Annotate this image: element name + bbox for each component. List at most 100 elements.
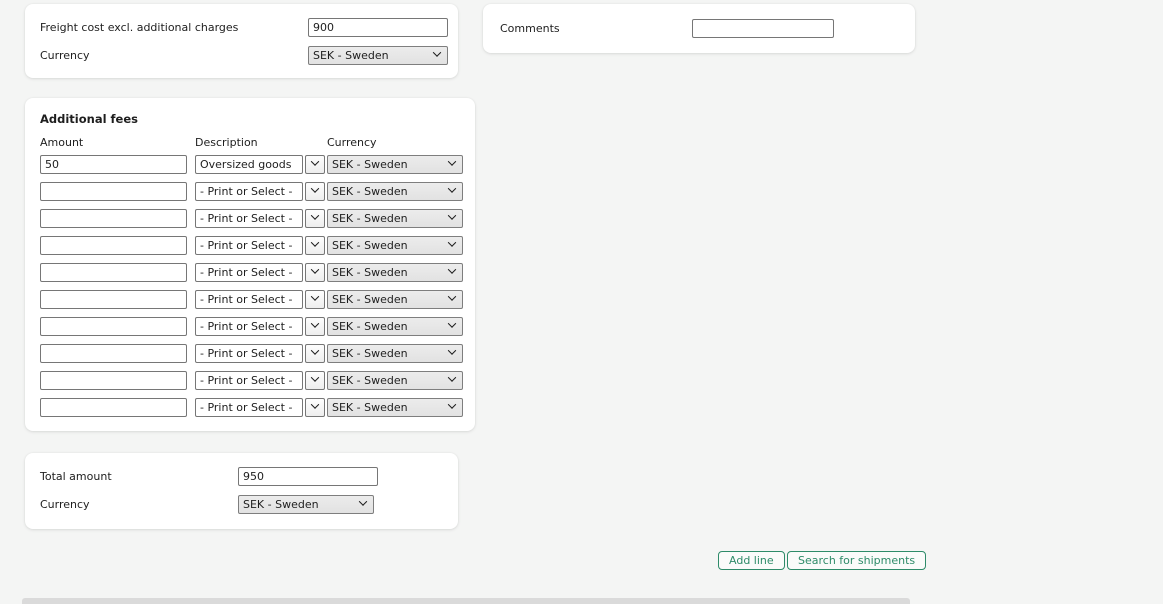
fee-description-dropdown-button[interactable] bbox=[305, 290, 325, 309]
chevron-down-icon bbox=[447, 211, 457, 220]
fee-row: SEK - Sweden bbox=[40, 290, 465, 309]
fee-description-dropdown-button[interactable] bbox=[305, 371, 325, 390]
fee-amount-input[interactable] bbox=[40, 344, 187, 363]
bottom-divider-bar bbox=[22, 598, 910, 604]
chevron-down-icon bbox=[447, 292, 457, 301]
freight-cost-label: Freight cost excl. additional charges bbox=[40, 21, 239, 34]
fees-rows: SEK - Sweden SEK - Sweden SEK - Sweden bbox=[40, 155, 465, 417]
chevron-down-icon bbox=[310, 157, 320, 166]
fee-currency-select[interactable]: SEK - Sweden bbox=[327, 317, 463, 336]
fee-row: SEK - Sweden bbox=[40, 371, 465, 390]
chevron-down-icon bbox=[310, 346, 320, 355]
fee-currency-value: SEK - Sweden bbox=[332, 158, 408, 171]
comments-label: Comments bbox=[500, 22, 560, 35]
fee-description-dropdown-button[interactable] bbox=[305, 155, 325, 174]
currency-column-header: Currency bbox=[327, 136, 377, 149]
fee-currency-value: SEK - Sweden bbox=[332, 266, 408, 279]
comments-input[interactable] bbox=[692, 19, 834, 38]
fee-currency-select[interactable]: SEK - Sweden bbox=[327, 182, 463, 201]
fee-amount-input[interactable] bbox=[40, 371, 187, 390]
fee-description-dropdown-button[interactable] bbox=[305, 263, 325, 282]
fee-amount-input[interactable] bbox=[40, 290, 187, 309]
fee-currency-value: SEK - Sweden bbox=[332, 212, 408, 225]
fee-currency-select[interactable]: SEK - Sweden bbox=[327, 344, 463, 363]
total-currency-select[interactable]: SEK - Sweden bbox=[238, 495, 374, 514]
additional-fees-title: Additional fees bbox=[40, 112, 138, 126]
fee-currency-select[interactable]: SEK - Sweden bbox=[327, 398, 463, 417]
total-amount-card: Total amount Currency SEK - Sweden bbox=[25, 453, 458, 529]
total-currency-value: SEK - Sweden bbox=[243, 498, 319, 511]
fee-currency-value: SEK - Sweden bbox=[332, 185, 408, 198]
fee-description-combobox-input[interactable] bbox=[195, 209, 303, 228]
freight-currency-select[interactable]: SEK - Sweden bbox=[308, 46, 448, 65]
chevron-down-icon bbox=[447, 400, 457, 409]
fee-row: SEK - Sweden bbox=[40, 317, 465, 336]
chevron-down-icon bbox=[310, 211, 320, 220]
fee-description-dropdown-button[interactable] bbox=[305, 344, 325, 363]
chevron-down-icon bbox=[447, 157, 457, 166]
chevron-down-icon bbox=[310, 238, 320, 247]
fee-description-combobox-input[interactable] bbox=[195, 236, 303, 255]
freight-currency-label: Currency bbox=[40, 49, 90, 62]
fee-currency-value: SEK - Sweden bbox=[332, 401, 408, 414]
freight-cost-input[interactable] bbox=[308, 18, 448, 37]
fee-description-combobox-input[interactable] bbox=[195, 371, 303, 390]
amount-column-header: Amount bbox=[40, 136, 84, 149]
fee-description-dropdown-button[interactable] bbox=[305, 236, 325, 255]
fee-currency-select[interactable]: SEK - Sweden bbox=[327, 155, 463, 174]
total-amount-input[interactable] bbox=[238, 467, 378, 486]
fees-column-headers: Amount Description Currency bbox=[40, 136, 465, 149]
fee-description-combobox-input[interactable] bbox=[195, 263, 303, 282]
fee-row: SEK - Sweden bbox=[40, 236, 465, 255]
chevron-down-icon bbox=[447, 265, 457, 274]
fee-description-combobox-input[interactable] bbox=[195, 182, 303, 201]
comments-card: Comments bbox=[483, 4, 915, 53]
fee-amount-input[interactable] bbox=[40, 398, 187, 417]
total-amount-label: Total amount bbox=[40, 470, 112, 483]
freight-cost-card: Freight cost excl. additional charges Cu… bbox=[25, 4, 458, 78]
fee-currency-value: SEK - Sweden bbox=[332, 374, 408, 387]
chevron-down-icon bbox=[447, 184, 457, 193]
chevron-down-icon bbox=[310, 184, 320, 193]
search-for-shipments-button[interactable]: Search for shipments bbox=[787, 551, 927, 570]
fee-amount-input[interactable] bbox=[40, 155, 187, 174]
fee-row: SEK - Sweden bbox=[40, 344, 465, 363]
fee-amount-input[interactable] bbox=[40, 263, 187, 282]
fee-amount-input[interactable] bbox=[40, 317, 187, 336]
fee-row: SEK - Sweden bbox=[40, 182, 465, 201]
fee-row: SEK - Sweden bbox=[40, 209, 465, 228]
fee-description-combobox-input[interactable] bbox=[195, 155, 303, 174]
fee-currency-select[interactable]: SEK - Sweden bbox=[327, 263, 463, 282]
fee-currency-value: SEK - Sweden bbox=[332, 293, 408, 306]
fee-amount-input[interactable] bbox=[40, 236, 187, 255]
chevron-down-icon bbox=[432, 48, 442, 57]
add-line-button[interactable]: Add line bbox=[718, 551, 785, 570]
fee-description-dropdown-button[interactable] bbox=[305, 317, 325, 336]
fee-description-dropdown-button[interactable] bbox=[305, 182, 325, 201]
fee-row: SEK - Sweden bbox=[40, 155, 465, 174]
fee-currency-value: SEK - Sweden bbox=[332, 320, 408, 333]
fee-currency-select[interactable]: SEK - Sweden bbox=[327, 371, 463, 390]
fee-description-combobox-input[interactable] bbox=[195, 290, 303, 309]
chevron-down-icon bbox=[310, 292, 320, 301]
chevron-down-icon bbox=[310, 265, 320, 274]
total-currency-label: Currency bbox=[40, 498, 90, 511]
fee-description-combobox-input[interactable] bbox=[195, 317, 303, 336]
fee-description-dropdown-button[interactable] bbox=[305, 398, 325, 417]
fee-description-combobox-input[interactable] bbox=[195, 398, 303, 417]
fee-amount-input[interactable] bbox=[40, 209, 187, 228]
chevron-down-icon bbox=[310, 373, 320, 382]
fee-currency-select[interactable]: SEK - Sweden bbox=[327, 209, 463, 228]
chevron-down-icon bbox=[447, 346, 457, 355]
fee-amount-input[interactable] bbox=[40, 182, 187, 201]
fee-currency-select[interactable]: SEK - Sweden bbox=[327, 290, 463, 309]
fee-currency-select[interactable]: SEK - Sweden bbox=[327, 236, 463, 255]
fee-description-combobox-input[interactable] bbox=[195, 344, 303, 363]
chevron-down-icon bbox=[447, 238, 457, 247]
fee-description-dropdown-button[interactable] bbox=[305, 209, 325, 228]
fee-row: SEK - Sweden bbox=[40, 263, 465, 282]
fee-currency-value: SEK - Sweden bbox=[332, 239, 408, 252]
chevron-down-icon bbox=[447, 373, 457, 382]
chevron-down-icon bbox=[310, 319, 320, 328]
freight-currency-value: SEK - Sweden bbox=[313, 49, 389, 62]
